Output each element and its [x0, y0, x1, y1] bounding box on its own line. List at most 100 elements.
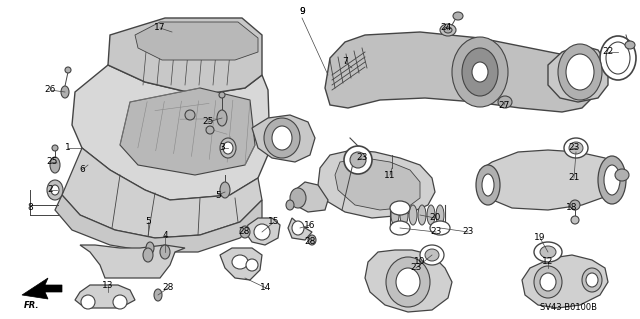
- Ellipse shape: [436, 205, 444, 225]
- Ellipse shape: [246, 259, 258, 271]
- Text: 2: 2: [47, 186, 53, 195]
- Polygon shape: [252, 115, 315, 162]
- Ellipse shape: [290, 188, 306, 208]
- Text: 7: 7: [342, 57, 348, 66]
- Text: 12: 12: [542, 257, 554, 266]
- Text: 23: 23: [462, 227, 474, 236]
- Ellipse shape: [566, 54, 594, 90]
- Ellipse shape: [264, 118, 300, 158]
- Ellipse shape: [420, 245, 444, 265]
- Ellipse shape: [390, 221, 410, 235]
- Ellipse shape: [534, 242, 562, 262]
- Text: 9: 9: [299, 8, 305, 17]
- Text: 28: 28: [163, 284, 173, 293]
- Ellipse shape: [444, 27, 452, 33]
- Polygon shape: [22, 278, 62, 299]
- Text: 23: 23: [568, 144, 580, 152]
- Ellipse shape: [534, 266, 562, 298]
- Ellipse shape: [598, 156, 626, 204]
- Text: 21: 21: [568, 174, 580, 182]
- Text: 3: 3: [219, 144, 225, 152]
- Ellipse shape: [570, 200, 580, 210]
- Text: 15: 15: [268, 218, 280, 226]
- Ellipse shape: [232, 255, 248, 269]
- Ellipse shape: [185, 110, 195, 120]
- Ellipse shape: [540, 273, 556, 291]
- Ellipse shape: [52, 145, 58, 151]
- Ellipse shape: [286, 200, 294, 210]
- Polygon shape: [325, 32, 595, 112]
- Ellipse shape: [604, 165, 620, 195]
- Text: 1: 1: [65, 144, 71, 152]
- Text: 17: 17: [154, 24, 166, 33]
- Text: 18: 18: [566, 204, 578, 212]
- Text: 20: 20: [429, 213, 441, 222]
- Ellipse shape: [476, 165, 500, 205]
- Ellipse shape: [154, 289, 162, 301]
- Text: 19: 19: [534, 234, 546, 242]
- Polygon shape: [108, 18, 262, 95]
- Text: 14: 14: [260, 284, 272, 293]
- Ellipse shape: [571, 216, 579, 224]
- Text: 8: 8: [27, 204, 33, 212]
- Polygon shape: [135, 22, 258, 60]
- Ellipse shape: [396, 268, 420, 296]
- Text: 28: 28: [304, 238, 316, 247]
- Text: 23: 23: [356, 153, 368, 162]
- Ellipse shape: [146, 242, 154, 254]
- Text: 24: 24: [440, 24, 452, 33]
- Polygon shape: [245, 218, 280, 245]
- Text: 22: 22: [602, 48, 614, 56]
- Ellipse shape: [206, 126, 214, 134]
- Ellipse shape: [350, 152, 366, 168]
- Ellipse shape: [558, 44, 602, 100]
- Text: 5: 5: [145, 218, 151, 226]
- Ellipse shape: [219, 92, 225, 98]
- Ellipse shape: [65, 67, 71, 73]
- Text: 4: 4: [162, 231, 168, 240]
- Polygon shape: [548, 45, 608, 102]
- Ellipse shape: [453, 12, 463, 20]
- Ellipse shape: [217, 110, 227, 126]
- Ellipse shape: [430, 221, 450, 235]
- Ellipse shape: [418, 205, 426, 225]
- Text: 28: 28: [238, 227, 250, 236]
- Ellipse shape: [50, 157, 60, 173]
- Ellipse shape: [220, 138, 236, 158]
- Polygon shape: [335, 158, 420, 210]
- Text: 27: 27: [499, 100, 509, 109]
- Ellipse shape: [498, 96, 512, 108]
- Polygon shape: [75, 285, 135, 308]
- Text: SV43 B0100B: SV43 B0100B: [540, 303, 597, 313]
- Ellipse shape: [113, 295, 127, 309]
- Ellipse shape: [625, 41, 635, 49]
- Polygon shape: [522, 255, 608, 308]
- Text: FR.: FR.: [24, 300, 40, 309]
- Ellipse shape: [143, 248, 153, 262]
- Ellipse shape: [386, 257, 430, 307]
- Ellipse shape: [540, 246, 556, 258]
- Ellipse shape: [81, 295, 95, 309]
- Ellipse shape: [606, 42, 630, 74]
- Ellipse shape: [61, 86, 69, 98]
- Ellipse shape: [564, 138, 588, 158]
- Ellipse shape: [569, 142, 583, 154]
- Ellipse shape: [391, 205, 399, 225]
- Ellipse shape: [223, 142, 233, 154]
- Text: 23: 23: [410, 263, 422, 272]
- Ellipse shape: [582, 268, 602, 292]
- Ellipse shape: [427, 205, 435, 225]
- Ellipse shape: [344, 146, 372, 174]
- Polygon shape: [365, 250, 452, 312]
- Polygon shape: [295, 182, 328, 212]
- Polygon shape: [220, 248, 262, 280]
- Polygon shape: [120, 88, 255, 175]
- Ellipse shape: [308, 235, 316, 245]
- Polygon shape: [288, 218, 312, 240]
- Text: 16: 16: [304, 220, 316, 229]
- Ellipse shape: [452, 37, 508, 107]
- Polygon shape: [478, 150, 622, 210]
- Polygon shape: [318, 150, 435, 218]
- Ellipse shape: [47, 180, 63, 200]
- Ellipse shape: [51, 185, 59, 195]
